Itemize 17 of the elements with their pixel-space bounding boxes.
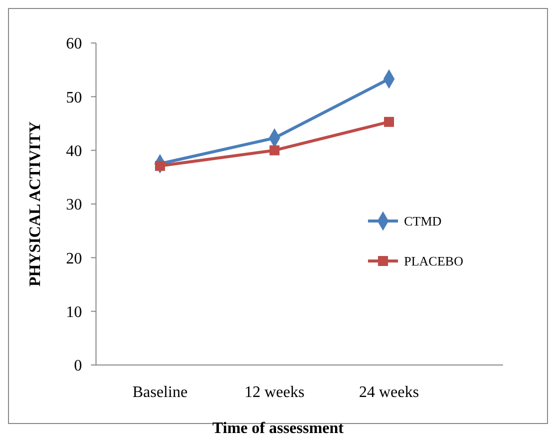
y-tick-label: 50 <box>66 89 82 106</box>
y-tick-label: 20 <box>66 250 82 268</box>
y-tick-label: 0 <box>74 358 82 375</box>
x-tick-label: 12 weeks <box>244 384 304 401</box>
y-axis-title: PHYSICAL ACTIVITY <box>27 121 44 286</box>
x-tick-label: Baseline <box>132 384 188 401</box>
legend-label: CTMD <box>404 214 442 229</box>
y-tick-label: 60 <box>66 36 82 53</box>
y-tick-label: 10 <box>66 304 82 321</box>
point <box>155 160 165 171</box>
x-axis-title: Time of assessment <box>212 420 344 437</box>
y-tick-label: 40 <box>66 142 82 160</box>
x-tick-label: 24 weeks <box>359 384 419 401</box>
point <box>384 116 394 127</box>
y-tick-label: 30 <box>66 196 82 214</box>
legend-label: PLACEBO <box>404 254 464 269</box>
point <box>270 145 280 156</box>
